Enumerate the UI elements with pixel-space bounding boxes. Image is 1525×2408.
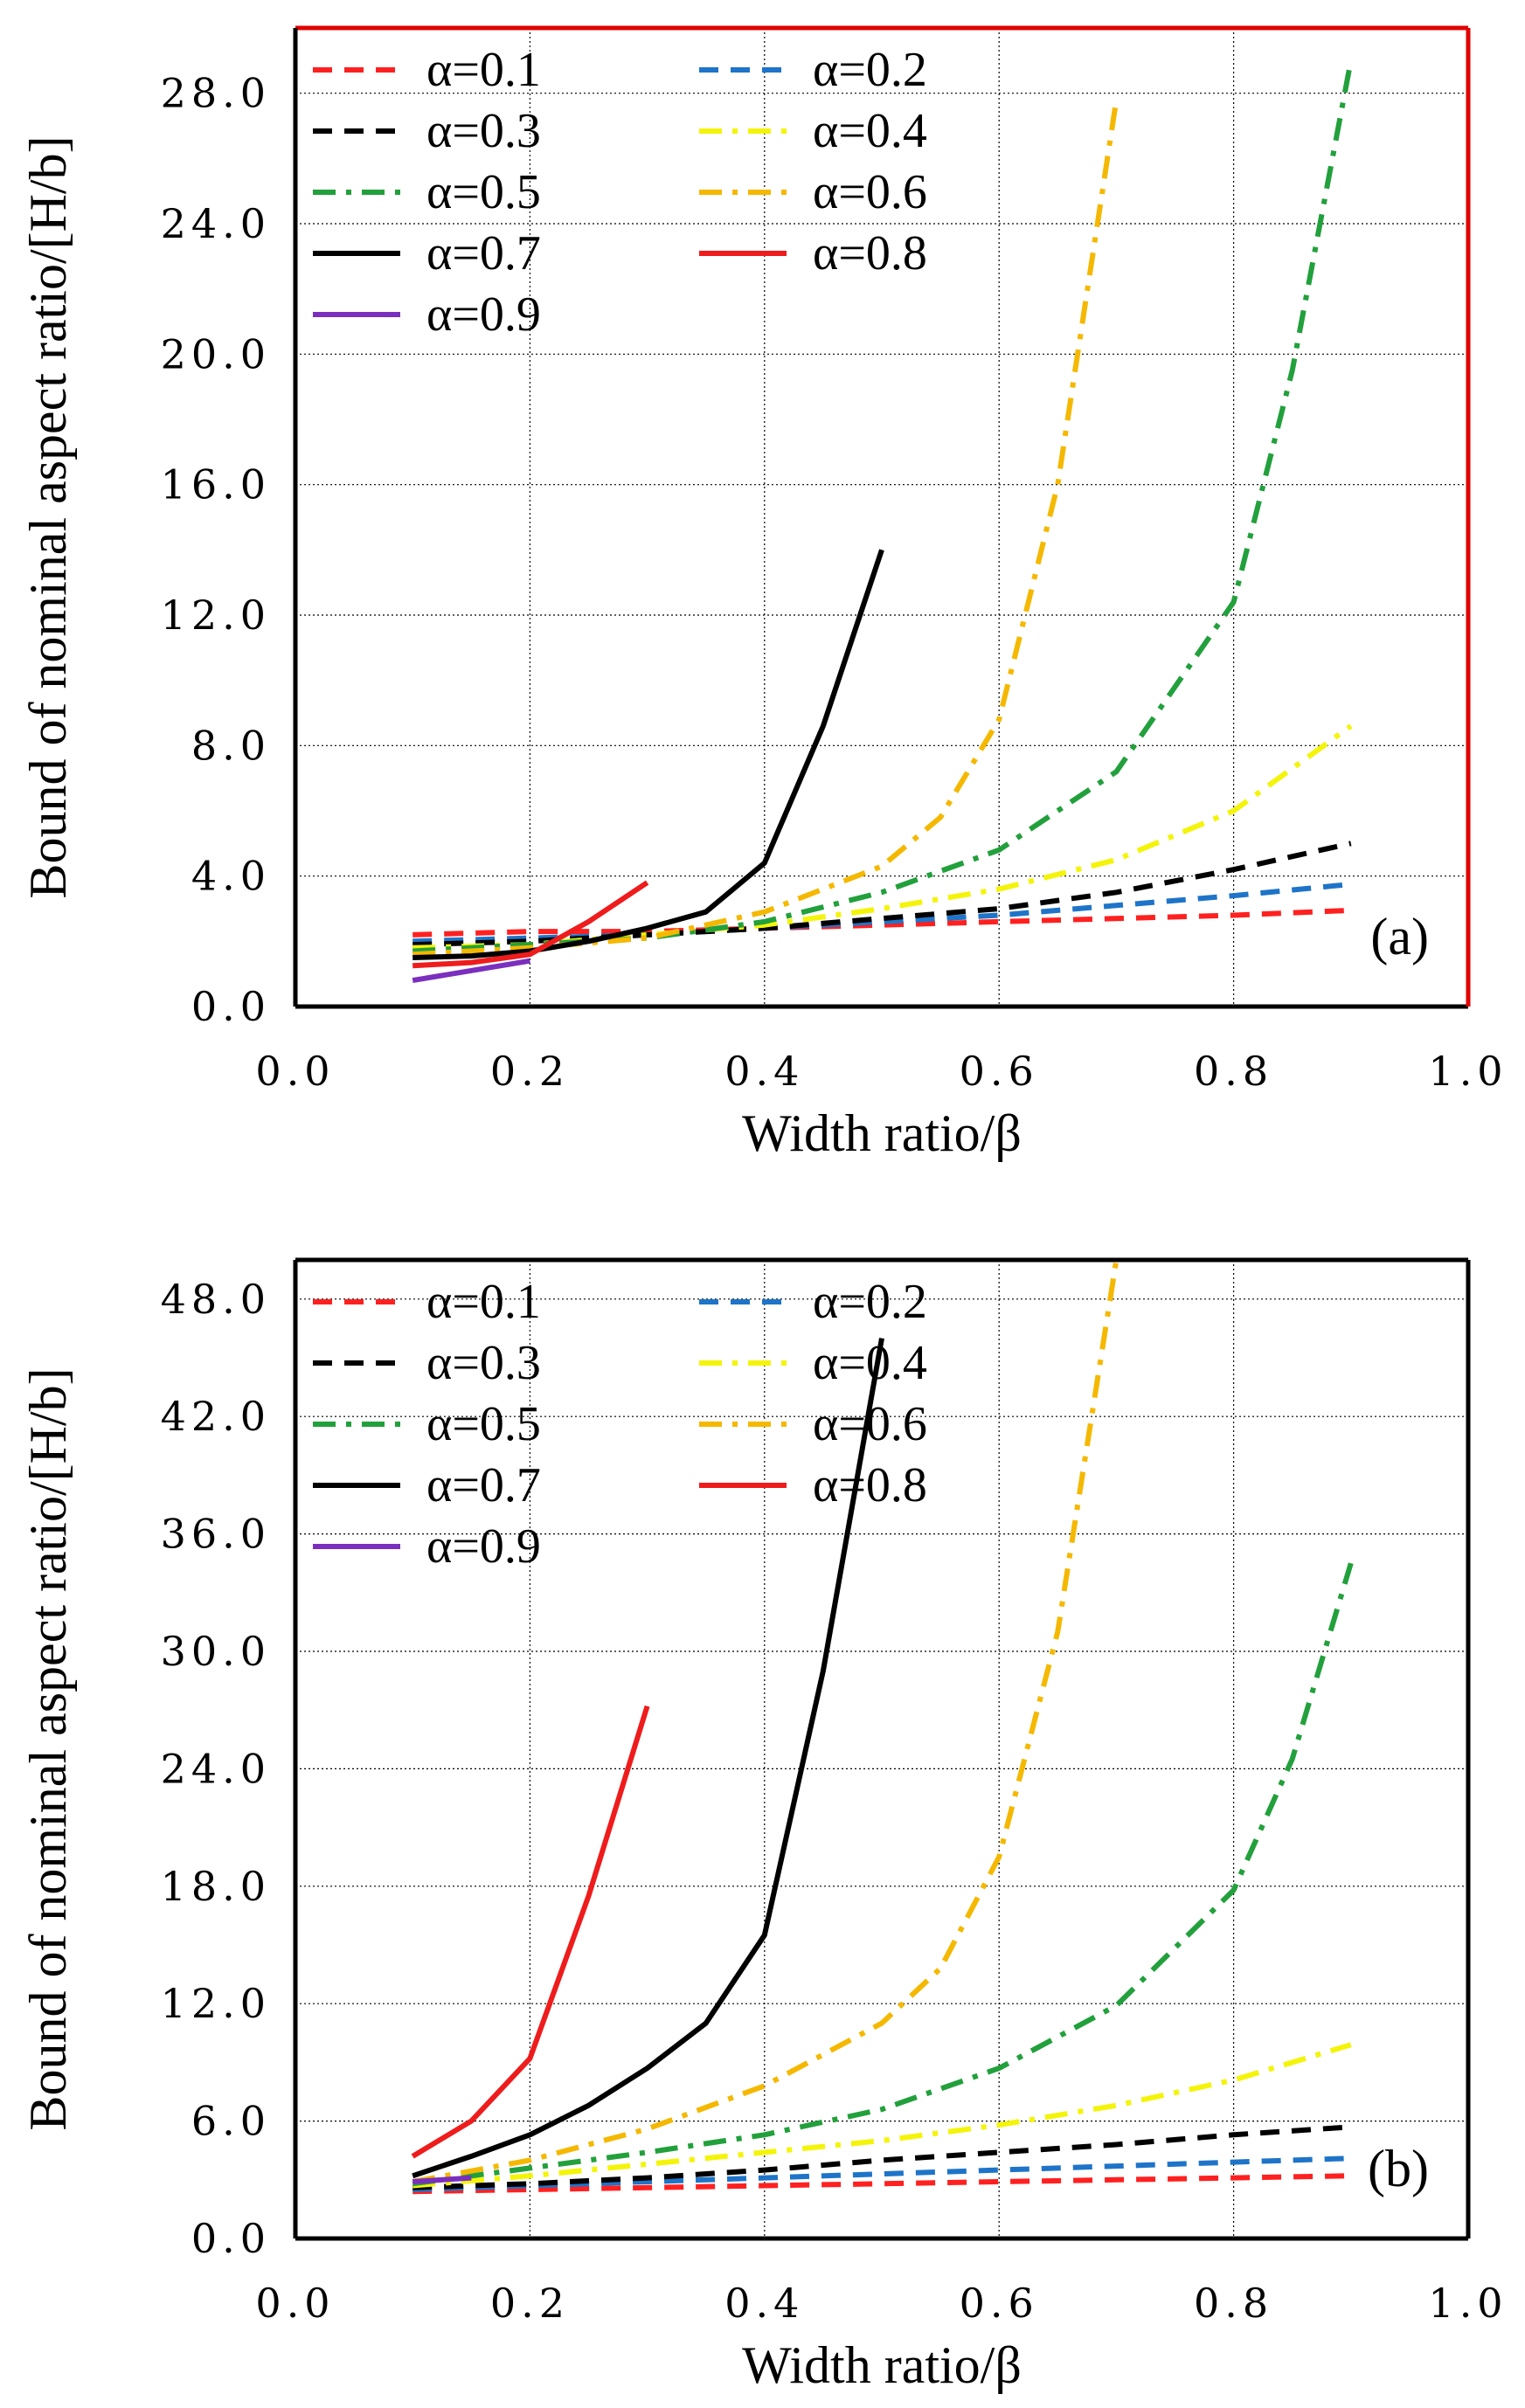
x-tick-label: 0.2 xyxy=(490,2280,570,2327)
x-axis-title: Width ratio/β xyxy=(742,1104,1022,1162)
panel-a: 0.0 0.2 0.4 0.6 0.8 1.0 0.0 4.0 8.0 12.0 16.0 20.0 2… xyxy=(19,25,1508,1162)
panel-b: 0.0 0.2 0.4 0.6 0.8 1.0 0.0 6.0 12.0 18.0 24.0 30.0… xyxy=(19,1257,1508,2394)
x-tick-label: 0.8 xyxy=(1194,1048,1273,1095)
legend-label: α=0.1 xyxy=(426,1275,541,1329)
series-line-alpha-0.4 xyxy=(412,2042,1352,2189)
x-tick-label: 0.0 xyxy=(255,2280,335,2327)
legend: α=0.1 α=0.2 α=0.3 α=0.4 α=0.5 α=0.6 α=0.7 α=0.8… xyxy=(313,1275,927,1574)
legend-label: α=0.2 xyxy=(813,1275,927,1329)
y-tick-label: 48.0 xyxy=(161,1276,271,1323)
legend-label: α=0.8 xyxy=(813,226,927,280)
legend-label: α=0.3 xyxy=(426,1336,541,1390)
legend-label: α=0.9 xyxy=(426,287,541,342)
legend-label: α=0.6 xyxy=(813,1397,927,1451)
y-axis-title: Bound of nominal aspect ratio/[H/b] xyxy=(19,135,77,898)
x-tick-label: 0.6 xyxy=(960,1048,1039,1095)
legend-label: α=0.7 xyxy=(426,1458,541,1512)
legend-label: α=0.2 xyxy=(813,43,927,97)
series-line-alpha-0.9 xyxy=(412,958,530,984)
x-tick-label: 0.6 xyxy=(960,2280,1039,2327)
series-line-alpha-0.7 xyxy=(412,549,884,960)
legend-label: α=0.5 xyxy=(426,165,541,219)
y-tick-label: 0.0 xyxy=(191,983,271,1030)
x-tick-label: 0.0 xyxy=(255,1048,335,1095)
y-tick-label: 28.0 xyxy=(161,70,271,117)
legend-label: α=0.8 xyxy=(813,1458,927,1512)
y-tick-label: 12.0 xyxy=(161,1980,271,2027)
y-tick-label: 12.0 xyxy=(161,592,271,639)
y-tick-label: 30.0 xyxy=(161,1628,271,1675)
x-tick-label: 0.2 xyxy=(490,1048,570,1095)
x-tick-label: 1.0 xyxy=(1428,1048,1508,1095)
series-line-alpha-0.6 xyxy=(412,1260,1119,2184)
y-tick-label: 16.0 xyxy=(161,461,271,509)
series-line-alpha-0.5 xyxy=(412,59,1354,954)
series-line-alpha-0.8 xyxy=(411,1705,650,2159)
legend-label: α=0.3 xyxy=(426,104,541,158)
legend-label: α=0.4 xyxy=(813,104,927,158)
x-tick-label: 0.8 xyxy=(1194,2280,1273,2327)
series-line-alpha-0.1 xyxy=(412,907,1351,938)
x-tick-label: 0.4 xyxy=(724,1048,804,1095)
legend-label: α=0.1 xyxy=(426,43,541,97)
legend-label: α=0.6 xyxy=(813,165,927,219)
y-axis-title: Bound of nominal aspect ratio/[H/b] xyxy=(19,1367,77,2130)
y-tick-label: 36.0 xyxy=(161,1511,271,1558)
y-tick-label: 24.0 xyxy=(161,1745,271,1792)
series-line-alpha-0.7 xyxy=(412,1338,884,2179)
y-tick-label: 24.0 xyxy=(161,200,271,247)
y-tick-label: 6.0 xyxy=(191,2098,271,2145)
series-line-alpha-0.8 xyxy=(412,880,649,969)
legend-label: α=0.5 xyxy=(426,1397,541,1451)
y-tick-label: 18.0 xyxy=(161,1863,271,1910)
y-tick-label: 8.0 xyxy=(191,722,271,769)
x-tick-label: 1.0 xyxy=(1428,2280,1508,2327)
series-line-alpha-0.9 xyxy=(412,2175,472,2184)
legend-label: α=0.9 xyxy=(426,1519,541,1574)
y-tick-label: 0.0 xyxy=(191,2215,271,2262)
x-axis-title: Width ratio/β xyxy=(742,2336,1022,2394)
y-tick-label: 42.0 xyxy=(161,1393,271,1440)
y-tick-label: 4.0 xyxy=(191,853,271,900)
x-tick-label: 0.4 xyxy=(724,2280,804,2327)
y-tick-label: 20.0 xyxy=(161,330,271,377)
panel-label: (a) xyxy=(1370,908,1429,965)
panel-label: (b) xyxy=(1368,2140,1429,2197)
legend-label: α=0.7 xyxy=(426,226,541,280)
series-line-alpha-0.5 xyxy=(412,1562,1354,2187)
legend: α=0.1 α=0.2 α=0.3 α=0.4 α=0.5 α=0.6 α=0.7 α=0.8… xyxy=(313,43,927,342)
legend-label: α=0.4 xyxy=(813,1336,927,1390)
